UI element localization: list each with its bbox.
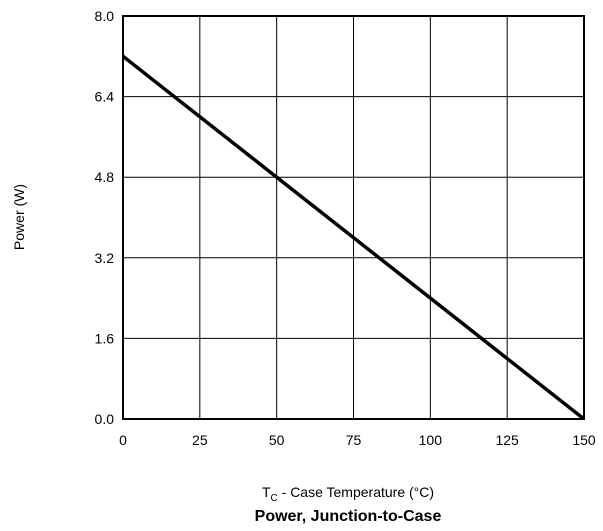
x-tick-label: 75 [346, 432, 362, 448]
y-tick-label: 8.0 [95, 8, 115, 24]
x-tick-label: 125 [495, 432, 519, 448]
grid-lines [122, 15, 585, 420]
x-axis-label-main: T [262, 484, 271, 500]
y-tick-label: 3.2 [95, 250, 115, 266]
x-tick-labels: 0 25 50 75 100 125 150 [119, 432, 596, 448]
y-tick-label: 0.0 [95, 411, 115, 427]
series-lines [121, 54, 586, 421]
x-tick-label: 150 [572, 432, 596, 448]
x-tick-label: 0 [119, 432, 127, 448]
y-tick-label: 1.6 [95, 330, 115, 346]
plot-frame [122, 15, 585, 420]
x-tick-label: 100 [419, 432, 443, 448]
x-tick-label: 25 [192, 432, 208, 448]
x-axis-label-rest: - Case Temperature (°C) [278, 484, 434, 500]
x-axis-label-subscript: C [271, 493, 278, 504]
series-line-0 [121, 54, 586, 421]
y-tick-label: 6.4 [95, 89, 115, 105]
y-axis-label: Power (W) [11, 184, 27, 250]
x-tick-label: 50 [269, 432, 285, 448]
chart-title: Power, Junction-to-Case [255, 508, 442, 525]
y-tick-labels: 0.0 1.6 3.2 4.8 6.4 8.0 [95, 8, 115, 427]
y-tick-label: 4.8 [95, 169, 115, 185]
x-axis-label: TC - Case Temperature (°C) [262, 484, 434, 504]
